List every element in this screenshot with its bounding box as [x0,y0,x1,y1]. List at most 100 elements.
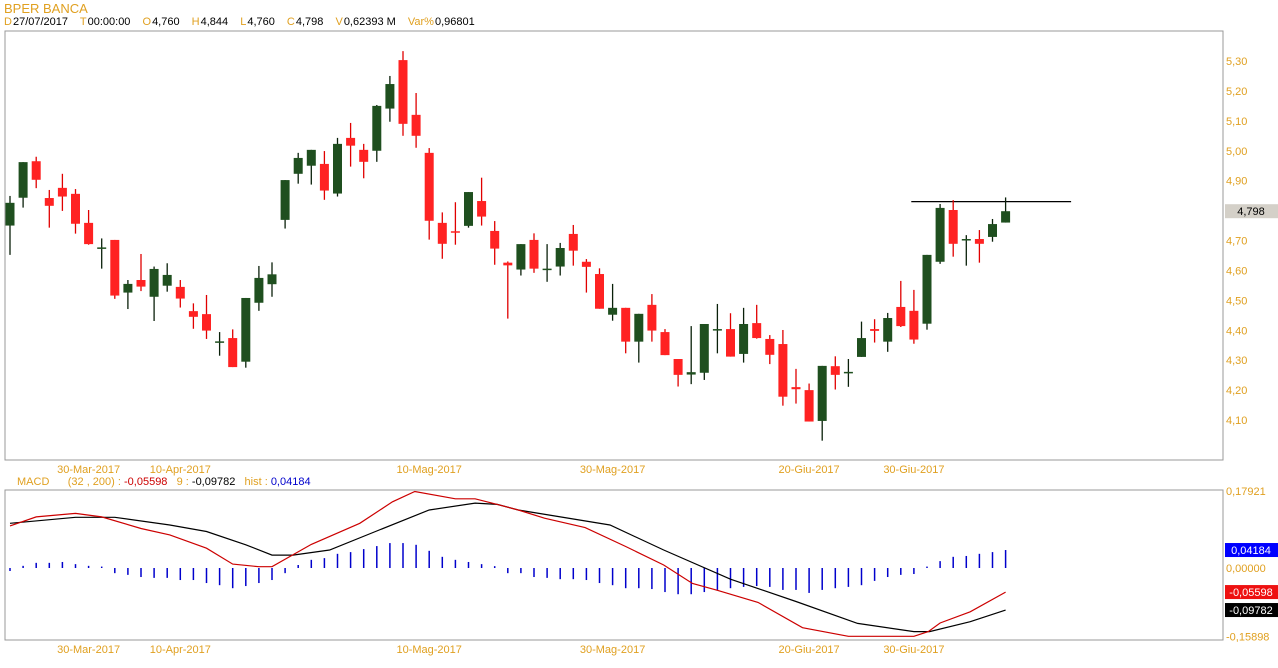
candle-body [974,239,984,244]
candle-body [306,149,316,166]
instrument-title: BPER BANCA [4,1,88,16]
candle-body [673,359,683,375]
signal-line [9,502,1006,633]
macd-value-badge-label: -0,05598 [1229,587,1272,599]
macd-value-badge-label: 0,04184 [1231,545,1271,557]
candle [136,253,146,292]
candle [948,200,958,257]
candle [241,297,251,368]
time-value: 00:00:00 [87,16,131,28]
date-tick-label: 30-Giu-2017 [883,464,944,476]
candle [988,218,997,242]
candle [372,104,382,162]
macd-value-badge [1225,585,1278,600]
candle-body [817,365,827,421]
candle-body [464,192,473,226]
open-label: O [142,16,152,28]
candle-body [293,157,303,174]
candle [333,137,342,197]
candle-body [529,239,539,269]
candle [228,329,238,368]
candle [765,335,775,365]
date-tick-label: 20-Giu-2017 [779,644,840,656]
candle-body [883,318,893,342]
candle-body [202,314,211,331]
low-value: 4,760 [247,16,275,28]
candle-body [398,60,408,124]
candle-body [660,332,670,356]
candle [437,212,447,259]
price-panel-frame [4,30,1224,461]
date-tick-label: 20-Giu-2017 [779,464,840,476]
candle-body [437,222,447,244]
date-tick-label: 10-Mag-2017 [396,464,461,476]
price-tick-label: 4,90 [1226,176,1247,188]
candle [804,383,814,422]
candle [477,177,487,226]
candle [411,93,421,148]
price-tick-label: 5,00 [1226,146,1247,158]
candle-body [228,338,238,368]
volume-value: 0,62393 M [343,16,396,28]
candle-body [712,329,722,331]
candle [621,307,631,354]
candle-body [857,338,866,357]
candle-body [162,274,172,286]
candle-body [739,323,749,354]
candle [581,259,591,293]
candle-body [595,274,604,309]
candle [568,224,578,266]
price-tick-label: 4,70 [1226,236,1247,248]
high-label: H [191,16,200,28]
candle-body [477,201,487,217]
signal-value: -0,09782 [191,476,236,488]
candle-body [136,280,146,287]
candle [267,262,277,297]
hist-value: 0,04184 [270,476,311,488]
date-tick-label: 10-Apr-2017 [150,644,211,656]
candle [529,233,539,273]
var-value: 0,96801 [434,16,475,28]
candle-body [752,323,762,339]
macd-value-badge [1225,603,1278,618]
volume-label: V [335,16,343,28]
candle [909,289,919,344]
candle [726,313,735,357]
var-label: Var% [407,16,434,28]
candle [84,210,94,245]
candle [202,294,211,339]
macd-tick-label: -0,15898 [1226,631,1269,643]
candle-body [333,143,342,194]
candle [188,303,198,329]
candle [346,122,356,167]
price-panel: 5,30 5,20 5,10 5,00 4,90 4,70 4,60 4,50 4,40 4,30… [5,51,1278,476]
candle-body [44,198,54,206]
candle [293,152,303,184]
candle-body [621,307,631,342]
candle-body [188,311,198,317]
candle [542,244,552,282]
candle-body [555,248,565,267]
date-tick-label: 10-Apr-2017 [150,464,211,476]
macd-panel-frame [4,489,1224,641]
candle-body [110,239,120,296]
candle-body [71,193,80,224]
candle [162,263,172,292]
candle-body [516,244,526,270]
candle-body [909,310,919,340]
candle [5,195,15,255]
time-label: T [79,16,87,28]
price-tick-label: 4,10 [1226,415,1247,427]
candle [634,313,644,363]
open-value: 4,760 [152,16,180,28]
candle [31,156,41,189]
candle [254,265,264,311]
candle-body [241,297,251,362]
date-tick-label: 30-Giu-2017 [883,644,944,656]
macd-params: (32 , 200) : [67,476,121,488]
date-tick-label: 30-Mag-2017 [580,464,645,476]
price-tick-label: 5,30 [1226,56,1247,68]
candle-body [686,372,696,375]
candle-body [84,222,94,245]
